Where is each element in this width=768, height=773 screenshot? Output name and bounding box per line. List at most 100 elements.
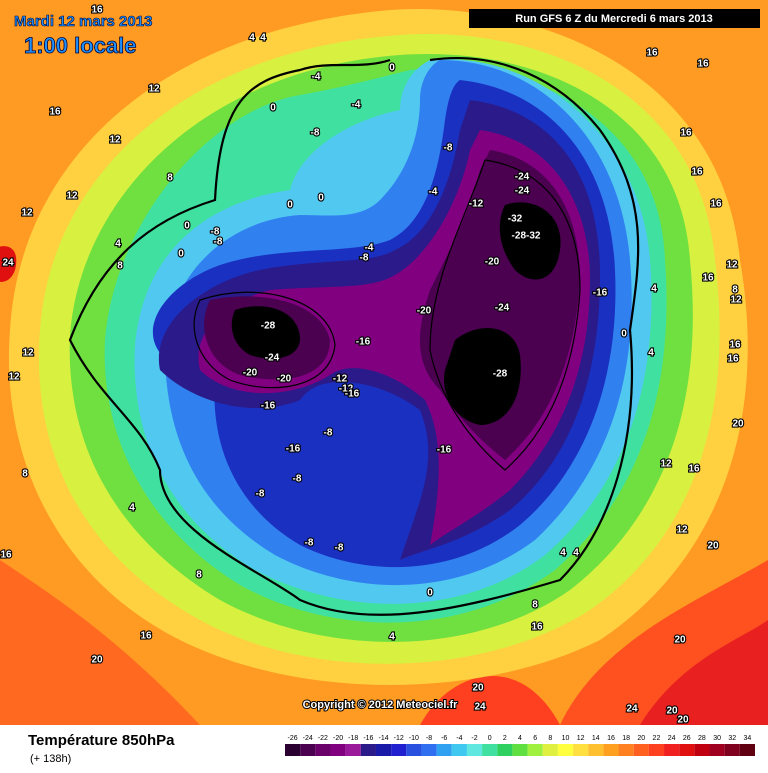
contour-label: 16: [0, 550, 12, 561]
color-swatch: [724, 744, 740, 756]
contour-label: -28-32: [512, 231, 541, 242]
scale-label: -22: [318, 735, 328, 742]
contour-label: 16: [691, 167, 703, 178]
color-swatch: [315, 744, 331, 756]
contour-label: -8: [211, 227, 220, 238]
contour-label: -32: [508, 214, 523, 225]
scale-label: -12: [394, 735, 404, 742]
contour-label: 24: [2, 258, 14, 269]
contour-label: -20: [417, 306, 432, 317]
contour-label: 8: [117, 261, 123, 272]
scale-label: 28: [698, 735, 706, 742]
contour-label: 20: [674, 635, 686, 646]
map-date: Mardi 12 mars 2013: [14, 13, 152, 30]
contour-label: 16: [646, 48, 658, 59]
run-info: Run GFS 6 Z du Mercredi 6 mars 2013: [515, 13, 712, 25]
contour-label: 4: [249, 33, 255, 44]
scale-label: -24: [303, 735, 313, 742]
contour-label: -4: [352, 100, 361, 111]
scale-label: 4: [518, 735, 522, 742]
scale-label: 30: [713, 735, 721, 742]
contour-label: 12: [726, 260, 738, 271]
contour-label: 0: [184, 221, 190, 232]
contour-label: 16: [727, 354, 739, 365]
scale-label: 16: [607, 735, 615, 742]
contour-label: -20: [243, 368, 258, 379]
contour-label: 0: [427, 588, 433, 599]
scale-label: 2: [503, 735, 507, 742]
contour-label: -16: [345, 389, 360, 400]
contour-label: 16: [688, 464, 700, 475]
color-swatch: [709, 744, 725, 756]
contour-label: -12: [339, 384, 354, 395]
contour-label: 24: [626, 704, 638, 715]
contour-label: 0: [287, 200, 293, 211]
scale-label: 6: [533, 735, 537, 742]
contour-label: 12: [66, 191, 78, 202]
contour-label: -24: [265, 353, 280, 364]
contour-label: -16: [356, 337, 371, 348]
color-swatch: [648, 744, 665, 756]
contour-label: -8: [335, 543, 344, 554]
contour-label: 0: [389, 63, 395, 74]
contour-label: 20: [732, 419, 744, 430]
contour-label: 4: [651, 284, 657, 295]
scale-label: -4: [456, 735, 462, 742]
scale-label: 20: [637, 735, 645, 742]
scale-label: 22: [653, 735, 661, 742]
contour-label: -4: [312, 72, 321, 83]
contour-label: -12: [469, 199, 484, 210]
contour-label: -16: [286, 444, 301, 455]
scale-label: 24: [668, 735, 676, 742]
contour-label: 16: [49, 107, 61, 118]
contour-label: 16: [140, 631, 152, 642]
color-swatch: [391, 744, 407, 756]
contour-label: 12: [660, 459, 672, 470]
contour-label: 16: [531, 622, 543, 633]
color-scale: -26 -24 -22 -20 -18 -16 -14 -12 -10 -8 -6 -4 -2 0 2 4 6 8…: [285, 735, 755, 756]
color-swatch: [300, 744, 316, 756]
contour-label: 8: [732, 285, 738, 296]
contour-label: 12: [109, 135, 121, 146]
contour-label: 12: [676, 525, 688, 536]
contour-label: -16: [261, 401, 276, 412]
color-swatch: [436, 744, 452, 756]
contour-label: 8: [196, 570, 202, 581]
contour-label: -20: [485, 257, 500, 268]
color-swatch: [694, 744, 710, 756]
contour-label: -4: [365, 243, 374, 254]
scale-label: -10: [409, 735, 419, 742]
contour-label: -24: [515, 186, 530, 197]
contour-label: 4: [260, 33, 266, 44]
color-swatch: [406, 744, 422, 756]
scale-label: 10: [562, 735, 570, 742]
scale-label: 32: [728, 735, 736, 742]
scale-label: -16: [363, 735, 373, 742]
color-swatch: [664, 744, 680, 756]
color-swatch: [375, 744, 392, 756]
scale-label: -26: [288, 735, 298, 742]
color-swatch: [527, 744, 543, 756]
scale-label: 34: [744, 735, 752, 742]
contour-label: 20: [666, 706, 678, 717]
contour-label: -28: [261, 321, 276, 332]
contour-label: -12: [333, 374, 348, 385]
contour-label: -8: [214, 237, 223, 248]
contour-labels: 164 40-4-401616121612-8-81681212-24-24161…: [0, 4, 745, 727]
contour-label: 20: [677, 715, 689, 726]
contour-label: -8: [293, 474, 302, 485]
contour-label: 16: [729, 340, 741, 351]
contour-label: -28: [493, 369, 508, 380]
scale-label: -18: [348, 735, 358, 742]
contour-label: 0: [621, 329, 627, 340]
scale-label: 0: [488, 735, 492, 742]
color-swatch: [542, 744, 558, 756]
contour-label: -8: [324, 428, 333, 439]
contour-label: -4: [429, 187, 438, 198]
contour-label: 16: [91, 5, 103, 16]
contour-label: 16: [697, 59, 709, 70]
contour-label: 20: [91, 655, 103, 666]
contour-label: 4: [648, 348, 654, 359]
